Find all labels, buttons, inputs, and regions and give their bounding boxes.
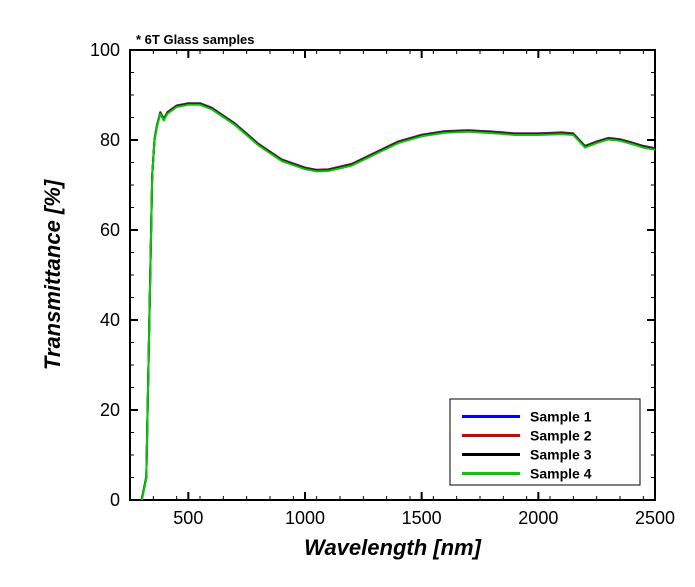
y-tick-label: 100 [90, 40, 120, 60]
y-tick-label: 20 [100, 400, 120, 420]
x-tick-label: 2500 [635, 508, 675, 528]
y-axis-label: Transmittance [%] [40, 179, 65, 370]
legend-label: Sample 4 [530, 466, 592, 482]
y-tick-label: 80 [100, 130, 120, 150]
legend-label: Sample 3 [530, 447, 592, 463]
legend-label: Sample 2 [530, 428, 592, 444]
y-tick-label: 40 [100, 310, 120, 330]
x-axis-label: Wavelength [nm] [304, 535, 482, 560]
chart-svg: 500 1000 1500 2000 2500 0 20 40 60 80 100 * 6T Glas… [0, 0, 695, 587]
y-tick-label: 0 [110, 490, 120, 510]
chart-container: 500 1000 1500 2000 2500 0 20 40 60 80 100 * 6T Glas… [0, 0, 695, 587]
y-tick-label: 60 [100, 220, 120, 240]
x-tick-label: 2000 [518, 508, 558, 528]
x-tick-label: 1500 [402, 508, 442, 528]
chart-annotation: * 6T Glass samples [136, 32, 255, 47]
x-tick-label: 500 [173, 508, 203, 528]
legend-label: Sample 1 [530, 409, 592, 425]
x-tick-label: 1000 [285, 508, 325, 528]
